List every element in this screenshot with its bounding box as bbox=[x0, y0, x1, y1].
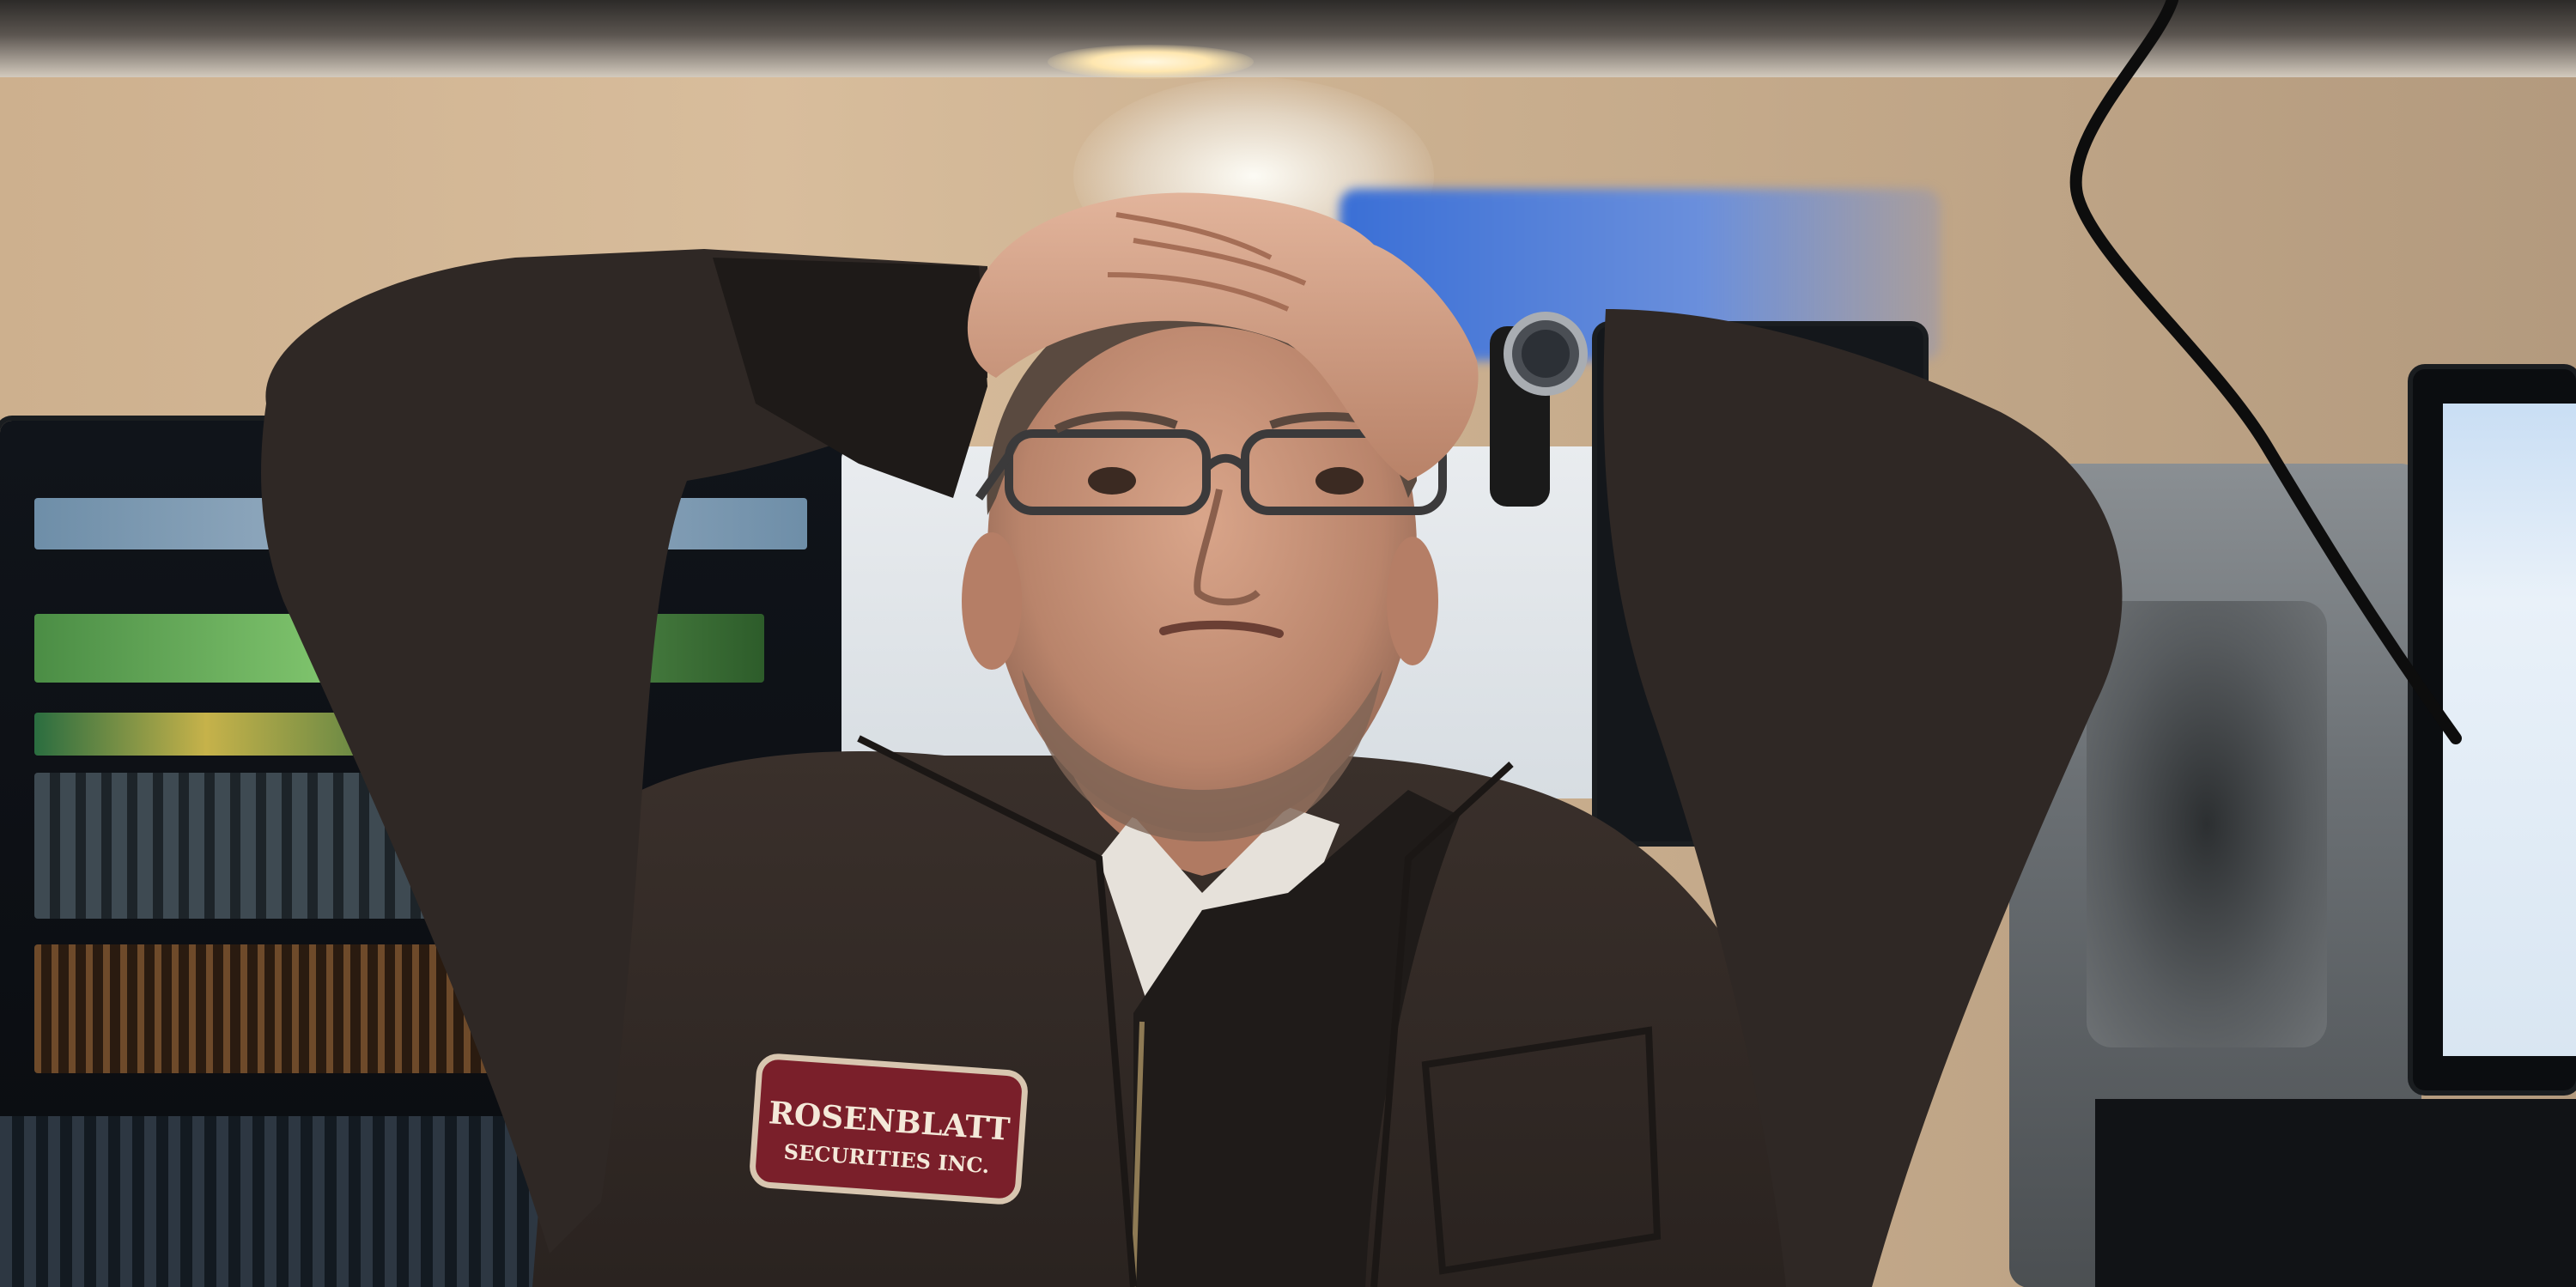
finger-lines bbox=[1107, 212, 1307, 312]
company-badge bbox=[750, 1053, 1028, 1205]
beard-stubble bbox=[1022, 670, 1382, 841]
badge-line-2: SECURITIES INC. bbox=[783, 1139, 991, 1179]
wristwatch bbox=[1490, 312, 1588, 507]
monitor-panel bbox=[34, 944, 515, 1073]
hands-on-head bbox=[967, 192, 1479, 481]
left-ear bbox=[962, 532, 1022, 670]
left-eye bbox=[1088, 467, 1136, 495]
monitor-panel bbox=[34, 773, 438, 919]
eyeglasses bbox=[975, 429, 1447, 515]
nose bbox=[1194, 489, 1261, 606]
mouth bbox=[1159, 620, 1284, 638]
desk-shadow bbox=[2095, 1099, 2576, 1287]
equipment-rack-detail bbox=[2087, 601, 2327, 1047]
left-brow bbox=[1054, 411, 1178, 434]
chest-pocket bbox=[1421, 1026, 1662, 1275]
zipper bbox=[1131, 1021, 1145, 1287]
left-arm bbox=[261, 249, 987, 1254]
ceiling-light bbox=[1048, 45, 1254, 79]
left-cuff bbox=[713, 258, 987, 498]
inner-jacket bbox=[1133, 790, 1460, 1287]
right-arm bbox=[1603, 309, 2123, 1287]
hanging-cable bbox=[2069, 0, 2462, 744]
lapel bbox=[857, 735, 1137, 1287]
keyboard-strip bbox=[0, 1116, 601, 1287]
right-eye bbox=[1315, 467, 1364, 495]
right-ear bbox=[1387, 537, 1438, 665]
lapel bbox=[1370, 762, 1514, 1287]
far-right-screen bbox=[2443, 404, 2576, 1056]
